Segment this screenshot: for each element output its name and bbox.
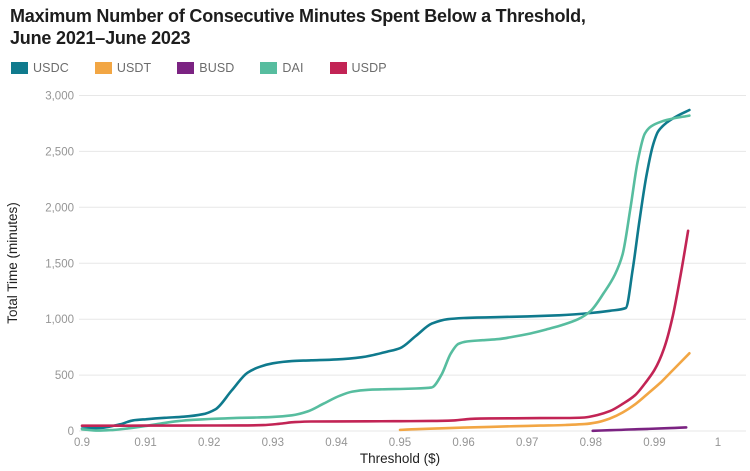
x-tick-label: 1 — [715, 437, 721, 449]
x-tick-label: 0.96 — [452, 437, 474, 449]
x-tick-label: 0.95 — [389, 437, 411, 449]
series-line-dai — [80, 114, 691, 432]
y-tick-label: 0 — [68, 426, 74, 438]
legend-item-usdc: USDC — [11, 61, 69, 75]
y-tick-label: 2,000 — [45, 202, 74, 214]
chart-title-line1: Maximum Number of Consecutive Minutes Sp… — [10, 6, 586, 26]
chart-title-line2: June 2021–June 2023 — [10, 28, 191, 48]
series-line-usdc — [80, 108, 691, 430]
series-line-usdt — [398, 352, 691, 432]
legend-item-busd: BUSD — [177, 61, 234, 75]
legend-swatch-usdp — [329, 62, 347, 74]
y-tick-label: 3,000 — [45, 91, 74, 103]
x-tick-label: 0.93 — [262, 437, 284, 449]
x-tick-label: 0.97 — [516, 437, 538, 449]
legend-swatch-busd — [177, 62, 195, 74]
legend-item-usdt: USDT — [94, 61, 152, 75]
y-tick-label: 500 — [55, 370, 74, 382]
y-tick-label: 1,000 — [45, 314, 74, 326]
legend-swatch-usdt — [94, 62, 112, 74]
legend-label-usdc: USDC — [33, 61, 69, 75]
legend-item-dai: DAI — [260, 61, 303, 75]
legend-swatch-dai — [260, 62, 278, 74]
legend: USDC USDT BUSD DAI USDP — [11, 61, 387, 75]
x-tick-label: 0.99 — [643, 437, 665, 449]
x-tick-label: 0.98 — [580, 437, 602, 449]
series-lines — [80, 108, 691, 433]
legend-label-busd: BUSD — [199, 61, 235, 75]
y-axis-labels: 0 500 1,000 1,500 2,000 2,500 3,000 — [45, 91, 74, 439]
x-tick-label: 0.9 — [74, 437, 90, 449]
legend-label-dai: DAI — [282, 61, 304, 75]
x-axis-labels: 0.9 0.91 0.92 0.93 0.94 0.95 0.96 0.97 0.98 0.99 1 — [74, 437, 721, 449]
x-tick-label: 0.91 — [134, 437, 156, 449]
series-line-busd — [591, 426, 688, 433]
legend-label-usdt: USDT — [116, 61, 152, 75]
x-tick-label: 0.94 — [325, 437, 348, 449]
chart-title: Maximum Number of Consecutive Minutes Sp… — [10, 5, 730, 49]
x-axis-title: Threshold ($) — [360, 451, 440, 466]
legend-item-usdp: USDP — [329, 61, 387, 75]
legend-swatch-usdc — [11, 62, 28, 74]
y-axis-title: Total Time (minutes) — [5, 202, 20, 324]
gridlines — [79, 95, 746, 432]
x-tick-label: 0.92 — [198, 437, 220, 449]
y-tick-label: 2,500 — [45, 146, 74, 158]
legend-label-usdp: USDP — [351, 61, 387, 75]
y-tick-label: 1,500 — [45, 258, 74, 270]
series-line-usdp — [80, 229, 690, 428]
